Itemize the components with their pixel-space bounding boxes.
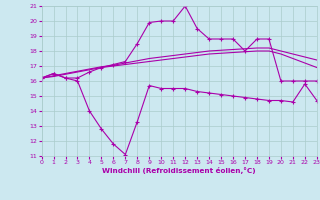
X-axis label: Windchill (Refroidissement éolien,°C): Windchill (Refroidissement éolien,°C) <box>102 167 256 174</box>
